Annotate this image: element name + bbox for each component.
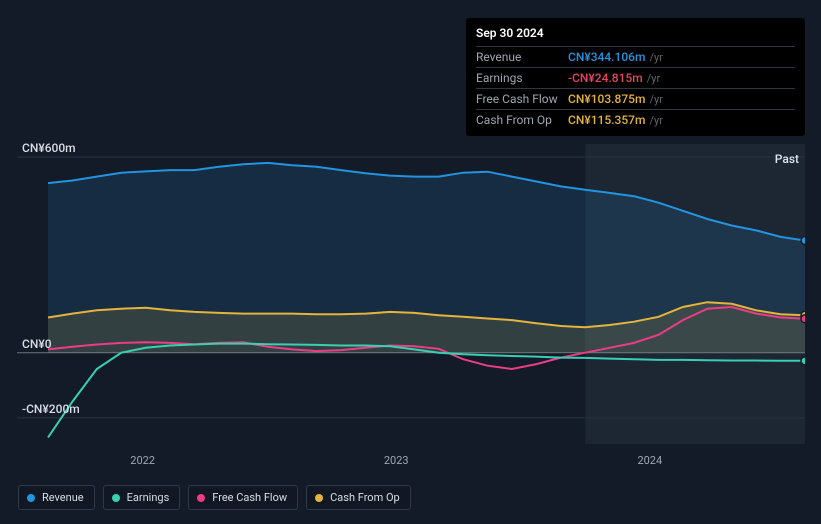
tooltip-value: CN¥115.357m [568, 113, 645, 127]
legend-dot-icon [315, 494, 323, 502]
chart-area: CN¥600m CN¥0 -CN¥200m Past 2022 2023 202… [17, 130, 805, 470]
tooltip-value: CN¥344.106m [568, 50, 645, 64]
chart-svg [17, 130, 805, 470]
legend: Revenue Earnings Free Cash Flow Cash From O… [18, 485, 411, 510]
legend-item[interactable]: Free Cash Flow [188, 485, 298, 510]
x-axis-label: 2022 [130, 454, 155, 467]
y-axis-label: CN¥0 [22, 337, 52, 351]
past-label: Past [775, 152, 799, 166]
tooltip-row: Cash From OpCN¥115.357m/yr [476, 109, 795, 130]
legend-dot-icon [197, 494, 205, 502]
legend-label: Free Cash Flow [212, 491, 287, 504]
tooltip-value: -CN¥24.815m [568, 71, 643, 85]
legend-dot-icon [27, 494, 35, 502]
legend-label: Earnings [127, 491, 170, 504]
x-axis-label: 2023 [384, 454, 409, 467]
tooltip-suffix: /yr [649, 93, 662, 106]
tooltip-suffix: /yr [649, 51, 662, 64]
x-axis-label: 2024 [637, 454, 662, 467]
legend-item[interactable]: Revenue [18, 485, 95, 510]
y-axis-label: -CN¥200m [22, 402, 80, 416]
tooltip-suffix: /yr [647, 72, 660, 85]
legend-item[interactable]: Earnings [103, 485, 181, 510]
y-axis-label: CN¥600m [22, 141, 76, 155]
tooltip-row: Free Cash FlowCN¥103.875m/yr [476, 88, 795, 109]
tooltip-suffix: /yr [649, 114, 662, 127]
tooltip-label: Earnings [476, 71, 568, 85]
tooltip-value: CN¥103.875m [568, 92, 645, 106]
legend-label: Cash From Op [330, 491, 400, 504]
tooltip-label: Revenue [476, 50, 568, 64]
tooltip-row: Earnings-CN¥24.815m/yr [476, 67, 795, 88]
chart-container: Sep 30 2024 RevenueCN¥344.106m/yrEarning… [0, 0, 821, 524]
chart-tooltip: Sep 30 2024 RevenueCN¥344.106m/yrEarning… [466, 18, 805, 136]
legend-item[interactable]: Cash From Op [306, 485, 411, 510]
legend-label: Revenue [42, 491, 84, 504]
tooltip-row: RevenueCN¥344.106m/yr [476, 46, 795, 67]
legend-dot-icon [112, 494, 120, 502]
tooltip-label: Cash From Op [476, 113, 568, 127]
tooltip-date: Sep 30 2024 [476, 24, 795, 46]
tooltip-label: Free Cash Flow [476, 92, 568, 106]
